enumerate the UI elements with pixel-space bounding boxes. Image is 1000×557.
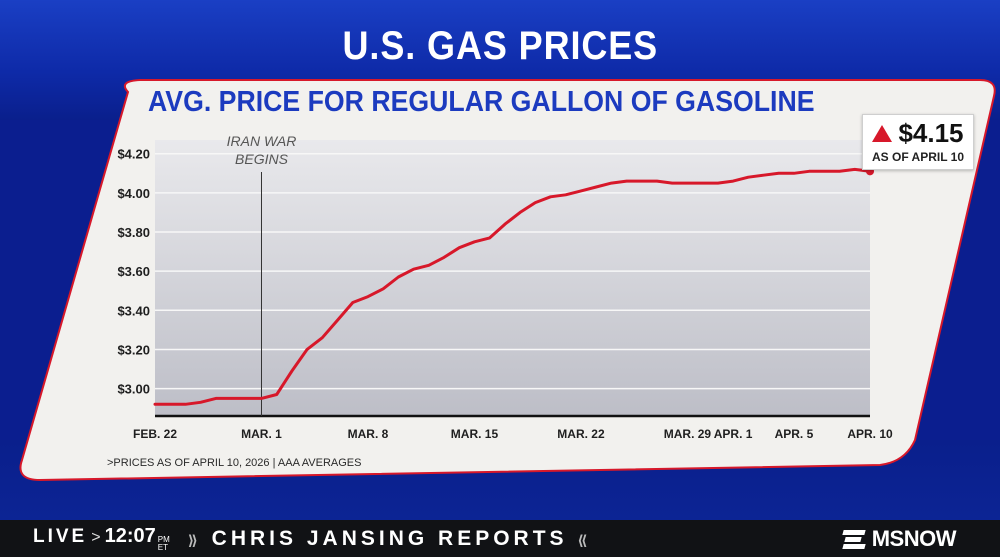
- data-point: [397, 276, 400, 278]
- data-point: [686, 182, 689, 184]
- y-tick-label: $3.60: [117, 264, 150, 279]
- page-title: U.S. GAS PRICES: [342, 23, 658, 68]
- price-series-line: [153, 167, 872, 406]
- chevron-right-icon: >: [91, 529, 101, 546]
- data-point: [260, 397, 263, 400]
- event-label-line1: IRAN WAR: [227, 133, 297, 149]
- clock-time: 12:07: [104, 525, 156, 547]
- data-point: [717, 182, 719, 184]
- data-point: [199, 401, 202, 404]
- show-title-block: ⟫ CHRIS JANSING REPORTS ⟪: [188, 527, 592, 551]
- y-tick-label: $3.80: [117, 225, 150, 240]
- data-point: [671, 182, 674, 184]
- brand-name: MSNOW: [871, 526, 957, 551]
- network-brand: MSNOW: [842, 526, 957, 552]
- data-point: [488, 237, 491, 239]
- data-point: [838, 170, 841, 173]
- data-point: [275, 393, 278, 396]
- double-chevron-left-icon: ⟪: [577, 531, 592, 548]
- data-point: [367, 295, 369, 298]
- data-point: [534, 201, 537, 204]
- latest-price-value: $4.15: [898, 118, 964, 148]
- data-point: [458, 246, 461, 249]
- data-point: [732, 180, 734, 182]
- data-point: [473, 240, 476, 243]
- data-point: [245, 397, 248, 400]
- data-point: [793, 172, 795, 175]
- data-point: [291, 370, 293, 372]
- data-point: [336, 319, 339, 321]
- data-point: [656, 180, 658, 182]
- chart-title: AVG. PRICE FOR REGULAR GALLON OF GASOLIN…: [148, 86, 815, 118]
- data-point: [549, 195, 552, 198]
- data-point: [701, 182, 704, 184]
- lower-third-ticker: LIVE > 12:07 PM ET ⟫ CHRIS JANSING REPOR…: [0, 520, 1000, 557]
- line-chart: $3.00 $3.20 $3.40 $3.60 $3.80 $4.00 $4.20 FEB. …: [117, 133, 893, 441]
- y-tick-label: $3.40: [117, 303, 150, 318]
- clock-suffix: PM ET: [158, 536, 170, 552]
- latest-price-callout: $4.15 AS OF APRIL 10: [862, 114, 974, 170]
- show-title: CHRIS JANSING REPORTS: [211, 526, 568, 550]
- data-point: [762, 174, 765, 177]
- clock-timezone: ET: [157, 543, 168, 552]
- plot-area: [155, 140, 870, 416]
- data-point: [321, 336, 324, 339]
- data-point: [747, 176, 750, 178]
- data-point: [412, 268, 415, 270]
- event-label-line2: BEGINS: [235, 151, 289, 167]
- data-point: [230, 397, 232, 400]
- x-tick-label: APR. 1: [714, 427, 753, 441]
- x-tick-label: MAR. 22: [557, 427, 605, 441]
- clock-ampm: PM: [157, 535, 170, 544]
- data-point: [215, 397, 217, 400]
- data-point: [641, 180, 643, 182]
- live-label: LIVE: [33, 526, 88, 547]
- y-tick-label: $4.20: [117, 147, 150, 162]
- data-point: [306, 348, 308, 351]
- y-tick-label: $3.20: [117, 342, 150, 357]
- data-point: [580, 190, 582, 192]
- data-point: [595, 186, 597, 188]
- data-point: [823, 170, 826, 173]
- latest-price-date: AS OF APRIL 10: [871, 150, 965, 164]
- data-point: [428, 264, 430, 267]
- x-tick-label: FEB. 22: [133, 427, 177, 441]
- data-point: [564, 194, 567, 196]
- data-point: [154, 403, 156, 406]
- data-point: [382, 287, 384, 290]
- x-tick-label: MAR. 15: [451, 427, 499, 441]
- data-point: [184, 403, 187, 406]
- data-point: [853, 168, 856, 171]
- msnow-logo-icon: [842, 528, 869, 550]
- header-band: U.S. GAS PRICES: [0, 0, 1000, 80]
- source-note: >PRICES AS OF APRIL 10, 2026 | AAA AVERA…: [107, 457, 362, 469]
- up-triangle-icon: [872, 125, 893, 142]
- x-tick-label: APR. 5: [775, 427, 814, 441]
- data-point: [610, 182, 613, 184]
- data-point: [169, 403, 172, 406]
- x-tick-label: MAR. 1: [241, 427, 282, 441]
- double-chevron-right-icon: ⟫: [187, 531, 202, 548]
- chart-panel: $3.00 $3.20 $3.40 $3.60 $3.80 $4.00 $4.20 FEB. …: [19, 79, 996, 482]
- data-point: [625, 180, 628, 182]
- data-point: [351, 301, 354, 304]
- x-tick-label: MAR. 8: [348, 427, 389, 441]
- data-point: [777, 172, 780, 175]
- x-tick-label: APR. 10: [847, 427, 893, 441]
- live-indicator: LIVE > 12:07 PM ET: [33, 525, 170, 552]
- y-tick-label: $3.00: [117, 382, 150, 397]
- data-point: [504, 223, 506, 225]
- data-point: [519, 211, 521, 214]
- y-tick-label: $4.00: [117, 186, 150, 201]
- data-point: [808, 170, 810, 173]
- data-point: [443, 256, 445, 259]
- x-tick-label: MAR. 29: [664, 427, 712, 441]
